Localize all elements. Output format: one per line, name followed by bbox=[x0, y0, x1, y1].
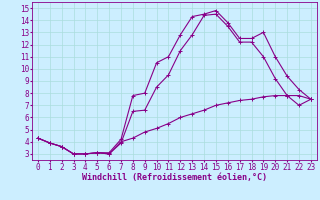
X-axis label: Windchill (Refroidissement éolien,°C): Windchill (Refroidissement éolien,°C) bbox=[82, 173, 267, 182]
